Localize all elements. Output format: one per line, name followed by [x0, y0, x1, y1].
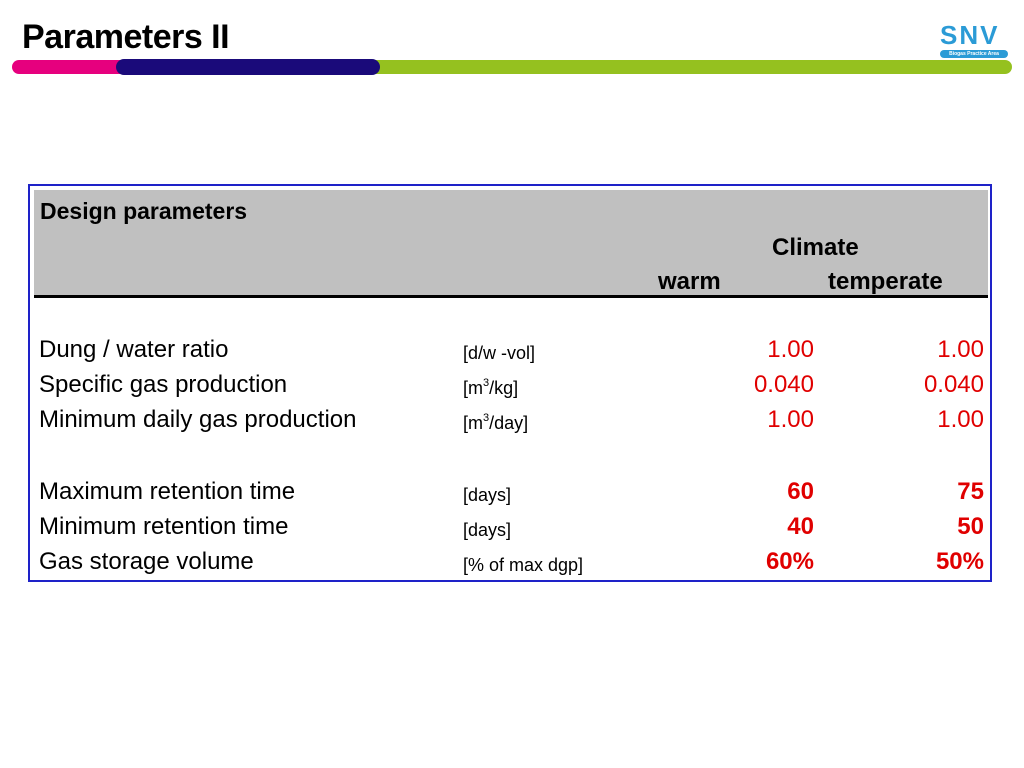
- table-row: Specific gas production [m3/kg] 0.040 0.…: [30, 371, 990, 407]
- value-temperate: 50: [957, 513, 984, 540]
- logo-text: SNV: [940, 20, 1000, 50]
- value-temperate: 0.040: [923, 371, 984, 398]
- table-row: Maximum retention time [days] 60 75: [30, 478, 990, 514]
- value-warm: 60: [787, 478, 814, 505]
- table-row: Dung / water ratio [d/w -vol] 1.00 1.00: [30, 336, 990, 372]
- row-unit: [m3/day]: [463, 412, 529, 434]
- row-label: Minimum daily gas production: [39, 406, 357, 433]
- table-row: Gas storage volume [% of max dgp] 60% 50…: [30, 548, 990, 584]
- logo-subtitle: Biogas Practice Area: [940, 50, 1008, 58]
- value-warm: 40: [787, 513, 814, 540]
- row-label: Maximum retention time: [39, 478, 296, 505]
- decor-bar-green: [372, 60, 1012, 74]
- value-warm: 0.040: [753, 371, 814, 398]
- page-title: Parameters II: [22, 18, 230, 56]
- value-temperate: 1.00: [937, 406, 984, 433]
- decor-bar-navy: [116, 59, 380, 75]
- value-warm: 1.00: [767, 406, 814, 433]
- table-row: Minimum retention time [days] 40 50: [30, 513, 990, 549]
- row-unit: [% of max dgp]: [463, 555, 584, 575]
- header-group-climate: Climate: [772, 234, 859, 261]
- value-warm: 60%: [765, 548, 814, 575]
- row-unit: [d/w -vol]: [463, 343, 536, 363]
- value-temperate: 1.00: [937, 336, 984, 363]
- table-header: Design parameters Climate warm temperate: [34, 190, 988, 298]
- value-temperate: 75: [957, 478, 984, 505]
- value-temperate: 50%: [935, 548, 984, 575]
- decor-bar-pink: [12, 60, 132, 74]
- row-unit: [m3/kg]: [463, 377, 519, 399]
- row-unit: [days]: [463, 485, 512, 505]
- header-col-warm: warm: [658, 268, 721, 295]
- row-label: Minimum retention time: [39, 513, 289, 540]
- design-parameters-table: Design parameters Climate warm temperate…: [28, 184, 992, 582]
- table-row: Minimum daily gas production [m3/day] 1.…: [30, 406, 990, 442]
- row-label: Dung / water ratio: [39, 336, 229, 363]
- header-title: Design parameters: [40, 198, 248, 224]
- row-label: Specific gas production: [39, 371, 288, 398]
- row-unit: [days]: [463, 520, 512, 540]
- snv-logo: SNV Biogas Practice Area: [940, 22, 1008, 58]
- header-col-temperate: temperate: [828, 268, 943, 295]
- row-label: Gas storage volume: [39, 548, 254, 575]
- value-warm: 1.00: [767, 336, 814, 363]
